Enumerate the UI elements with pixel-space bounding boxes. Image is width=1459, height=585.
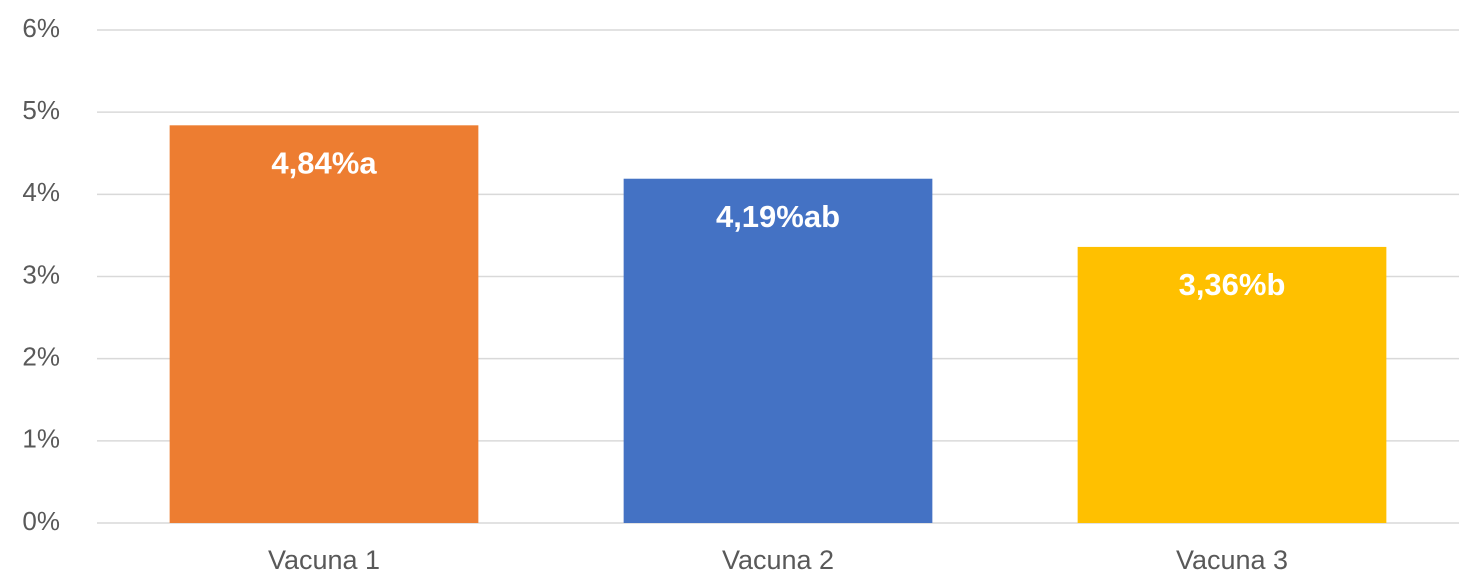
y-tick-label: 5% xyxy=(22,95,60,125)
y-tick-label: 3% xyxy=(22,259,60,289)
bar xyxy=(1077,246,1387,524)
x-tick-label: Vacuna 1 xyxy=(268,545,380,575)
y-tick-label: 2% xyxy=(22,342,60,372)
y-tick-label: 6% xyxy=(22,13,60,43)
bar xyxy=(623,178,933,523)
bar-label: 3,36%b xyxy=(1179,267,1286,302)
y-tick-label: 1% xyxy=(22,424,60,454)
bar-label: 4,19%ab xyxy=(716,199,840,234)
x-tick-label: Vacuna 2 xyxy=(722,545,834,575)
y-tick-label: 0% xyxy=(22,506,60,536)
y-tick-label: 4% xyxy=(22,177,60,207)
bar-label: 4,84%a xyxy=(271,146,377,181)
bar xyxy=(169,125,479,524)
x-tick-label: Vacuna 3 xyxy=(1176,545,1288,575)
